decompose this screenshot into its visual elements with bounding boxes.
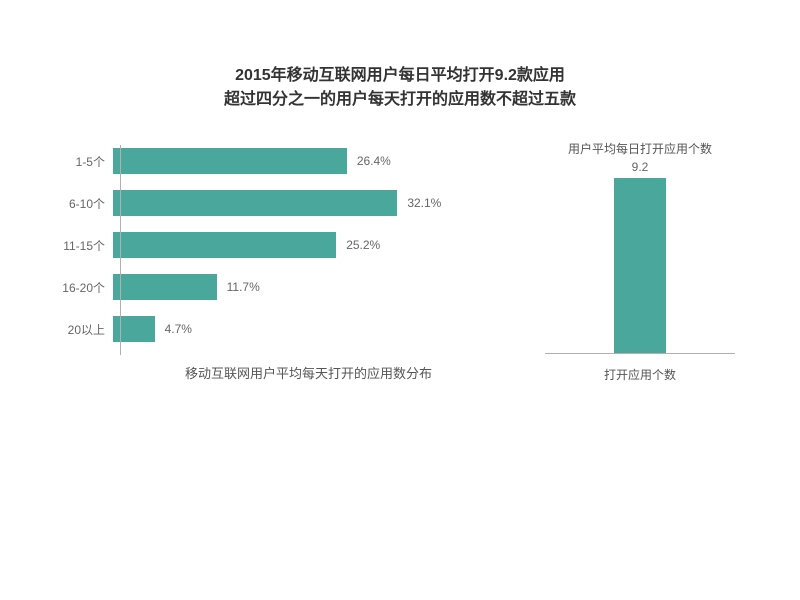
bar-value-label: 26.4% (357, 154, 391, 168)
chart-title: 2015年移动互联网用户每日平均打开9.2款应用 超过四分之一的用户每天打开的应… (35, 64, 765, 112)
title-line-1: 2015年移动互联网用户每日平均打开9.2款应用 (35, 64, 765, 88)
category-label: 6-10个 (35, 195, 113, 212)
bar-row: 20以上 4.7% (35, 308, 515, 350)
single-bar-area: 9.2 (555, 163, 725, 353)
bar-row: 11-15个 25.2% (35, 224, 515, 266)
average-value-label: 9.2 (632, 160, 649, 174)
right-chart-caption: 打开应用个数 (515, 366, 765, 383)
bar-row: 16-20个 11.7% (35, 266, 515, 308)
bar-row: 1-5个 26.4% (35, 140, 515, 182)
left-chart-caption: 移动互联网用户平均每天打开的应用数分布 (185, 363, 432, 382)
distribution-chart: 1-5个 26.4% 6-10个 32.1% 11-15个 25.2% 16-20个 11.7… (35, 140, 515, 400)
bar-wrap: 26.4% (113, 148, 515, 174)
right-axis-line (545, 353, 735, 354)
bar (113, 148, 347, 174)
bar-wrap: 25.2% (113, 232, 515, 258)
bar-row: 6-10个 32.1% (35, 182, 515, 224)
bar-wrap: 11.7% (113, 274, 515, 300)
bar-wrap: 32.1% (113, 190, 515, 216)
category-label: 20以上 (35, 321, 113, 338)
bar-value-label: 4.7% (165, 322, 192, 336)
title-line-2: 超过四分之一的用户每天打开的应用数不超过五款 (35, 88, 765, 112)
average-bar (614, 178, 666, 353)
category-label: 11-15个 (35, 237, 113, 254)
bar (113, 190, 397, 216)
left-axis-line (120, 145, 121, 355)
bar-value-label: 25.2% (346, 238, 380, 252)
charts-row: 1-5个 26.4% 6-10个 32.1% 11-15个 25.2% 16-20个 11.7… (35, 140, 765, 400)
right-chart-title: 用户平均每日打开应用个数 (515, 140, 765, 157)
category-label: 16-20个 (35, 279, 113, 296)
chart-canvas: 2015年移动互联网用户每日平均打开9.2款应用 超过四分之一的用户每天打开的应… (35, 36, 765, 476)
average-chart: 用户平均每日打开应用个数 9.2 打开应用个数 (515, 140, 765, 400)
bar-wrap: 4.7% (113, 316, 515, 342)
category-label: 1-5个 (35, 153, 113, 170)
bar (113, 232, 336, 258)
bar-value-label: 32.1% (407, 196, 441, 210)
bar-value-label: 11.7% (227, 280, 260, 294)
bar (113, 274, 217, 300)
